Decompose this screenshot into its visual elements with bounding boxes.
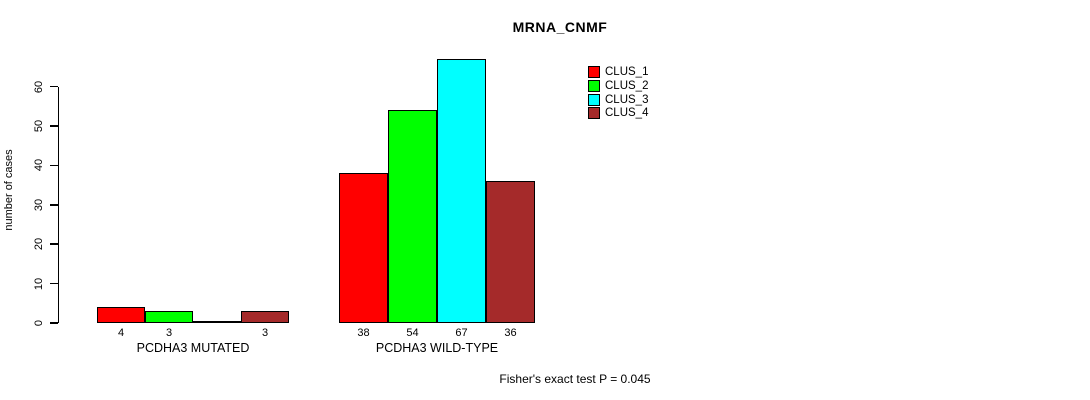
y-tick-label: 40	[33, 159, 45, 172]
legend-swatch-clus_1	[588, 66, 600, 78]
y-axis-line	[57, 86, 59, 323]
y-tick	[49, 204, 58, 206]
y-tick	[49, 282, 58, 285]
bar-value-label: 54	[406, 327, 419, 339]
bar-value-label: 3	[261, 327, 269, 339]
legend-swatch-clus_4	[588, 107, 600, 120]
bar-value-label: 38	[357, 327, 370, 339]
y-tick	[49, 322, 58, 324]
y-tick	[49, 85, 58, 88]
group-label: PCDHA3 MUTATED	[136, 341, 250, 355]
y-tick-label: 10	[33, 277, 45, 290]
bar-value-label: 67	[455, 327, 468, 339]
bar-value-label: 4	[117, 327, 125, 339]
y-tick-label: 50	[33, 119, 45, 133]
group-label: PCDHA3 WILD-TYPE	[375, 341, 499, 355]
bar-clus_1	[97, 307, 145, 323]
y-tick-label: 0	[33, 319, 45, 327]
bar-clus_4	[486, 181, 535, 323]
legend-label-clus_4: CLUS_4	[605, 107, 649, 120]
bar-value-label: 3	[165, 327, 173, 339]
bar-clus_2	[388, 110, 437, 323]
legend-swatch-clus_2	[588, 79, 600, 92]
y-tick-label: 20	[33, 238, 45, 251]
bar-clus_4	[241, 311, 289, 323]
bar-clus_2	[145, 311, 193, 323]
y-tick	[49, 125, 58, 127]
legend-swatch-clus_3	[588, 93, 600, 106]
legend-label-clus_2: CLUS_2	[605, 79, 649, 92]
y-tick-label: 30	[33, 198, 45, 211]
y-tick	[49, 164, 58, 167]
bar-clus_3-zero	[193, 321, 241, 323]
bar-clus_3	[437, 59, 486, 323]
legend-label-clus_3: CLUS_3	[605, 93, 649, 106]
bar-value-label: 36	[504, 327, 517, 339]
stat-annotation: Fisher's exact test P = 0.045	[499, 372, 651, 386]
y-tick-label: 60	[33, 80, 45, 93]
y-tick	[49, 243, 58, 245]
legend-label-clus_1: CLUS_1	[605, 66, 649, 78]
chart-title: MRNA_CNMF	[512, 19, 608, 35]
bar-clus_1	[339, 173, 388, 323]
